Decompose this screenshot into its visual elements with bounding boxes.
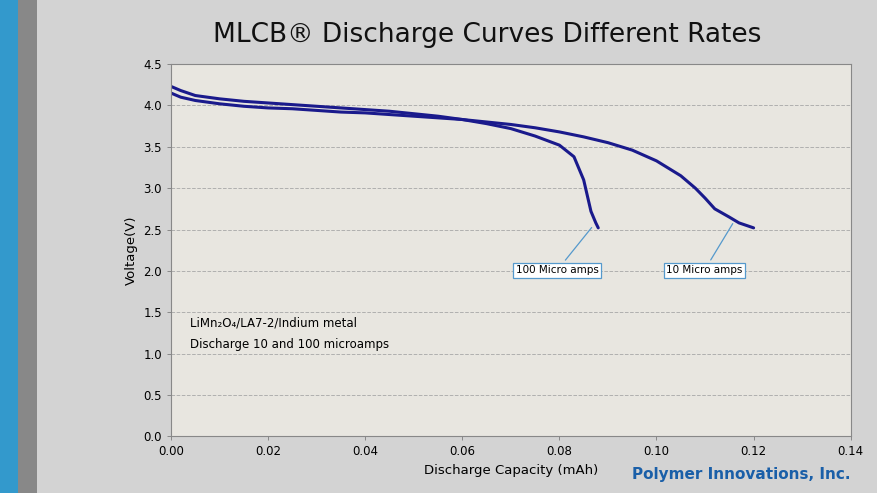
Text: 100 Micro amps: 100 Micro amps	[516, 228, 599, 276]
X-axis label: Discharge Capacity (mAh): Discharge Capacity (mAh)	[424, 464, 598, 477]
Text: 10 Micro amps: 10 Micro amps	[667, 224, 743, 276]
Text: Discharge 10 and 100 microamps: Discharge 10 and 100 microamps	[190, 338, 389, 351]
Text: LiMn₂O₄/LA7-2/Indium metal: LiMn₂O₄/LA7-2/Indium metal	[190, 317, 358, 329]
Y-axis label: Voltage(V): Voltage(V)	[125, 215, 138, 285]
Text: Polymer Innovations, Inc.: Polymer Innovations, Inc.	[632, 467, 851, 482]
Text: MLCB® Discharge Curves Different Rates: MLCB® Discharge Curves Different Rates	[212, 22, 761, 48]
